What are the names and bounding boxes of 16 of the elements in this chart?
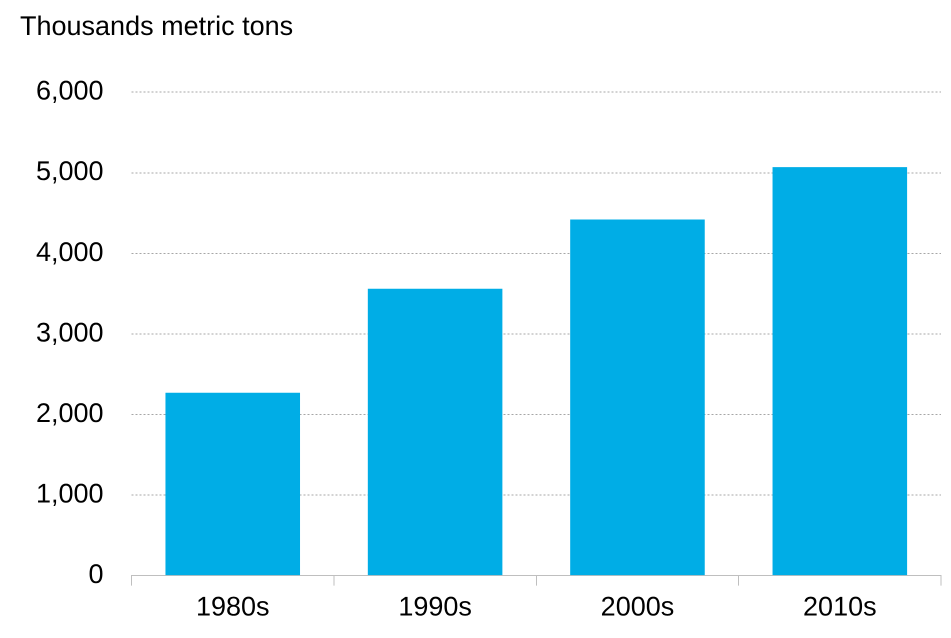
y-axis-title: Thousands metric tons (20, 10, 294, 43)
bar (165, 392, 300, 576)
x-tick-label: 1980s (196, 591, 270, 622)
x-tick-label: 1990s (398, 591, 472, 622)
bar (570, 219, 705, 576)
y-tick-label: 6,000 (36, 76, 104, 106)
x-tick-label: 2010s (803, 591, 877, 622)
y-tick-label: 0 (88, 559, 104, 590)
y-tick-label: 1,000 (36, 478, 104, 508)
y-tick-label: 3,000 (36, 317, 104, 348)
bar (772, 167, 908, 576)
y-tick-label: 5,000 (36, 156, 104, 186)
y-tick-label: 2,000 (36, 398, 104, 428)
x-tick-label: 2000s (600, 591, 674, 622)
bar (368, 288, 502, 576)
y-tick-label: 4,000 (36, 236, 104, 267)
